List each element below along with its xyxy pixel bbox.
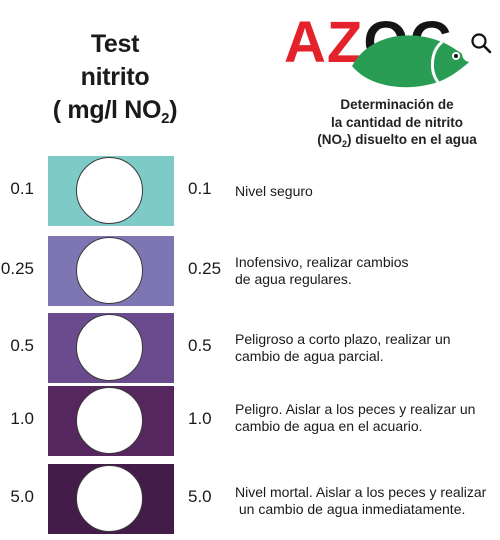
description-line-1: Nivel seguro: [235, 183, 313, 199]
title-line-1: Test: [90, 30, 140, 58]
sample-circle: [76, 237, 143, 304]
level-row-2: 0.5 0.5 Peligroso a corto plazo, realiza…: [0, 313, 500, 383]
level-value-left: 0.1: [10, 179, 34, 198]
level-value-left: 0.5: [10, 336, 34, 355]
fish-icon: [352, 35, 472, 88]
level-row-3: 1.0 1.0 Peligro. Aislar a los peces y re…: [0, 386, 500, 456]
description-line-1: Inofensivo, realizar cambios: [235, 254, 409, 270]
description-line-2: cambio de agua parcial.: [235, 348, 384, 364]
sample-circle: [76, 157, 143, 224]
level-description: Nivel mortal. Aislar a los peces y reali…: [235, 484, 497, 518]
level-value-left: 1.0: [10, 409, 34, 428]
description-line-2: de agua regulares.: [235, 271, 352, 287]
color-swatch: [48, 236, 174, 306]
subtitle-line-3: (NO2) disuelto en el agua: [317, 132, 477, 149]
azoo-logo: AZOC: [284, 10, 500, 88]
description-line-1: Peligroso a corto plazo, realizar un: [235, 331, 451, 347]
level-value-left: 5.0: [10, 487, 34, 506]
level-description: Inofensivo, realizar cambios de agua reg…: [235, 254, 497, 288]
color-swatch: [48, 386, 174, 456]
level-row-4: 5.0 5.0 Nivel mortal. Aislar a los peces…: [0, 464, 500, 534]
level-description: Peligroso a corto plazo, realizar un cam…: [235, 331, 497, 365]
subtitle-line-2: la cantidad de nitrito: [330, 114, 463, 130]
description-line-2: cambio de agua en el acuario.: [235, 418, 423, 434]
level-value-right: 5.0: [188, 487, 212, 506]
level-description: Peligro. Aislar a los peces y realizar u…: [235, 401, 497, 435]
search-icon[interactable]: [462, 24, 500, 62]
description-line-2: un cambio de agua inmediatamente.: [235, 501, 466, 517]
level-row-1: 0.25 0.25 Inofensivo, realizar cambios d…: [0, 236, 500, 306]
level-value-right: 0.1: [188, 179, 212, 198]
sample-circle: [76, 465, 143, 532]
level-value-left: 0.25: [0, 259, 34, 278]
subtitle-line-1: Determinación de: [340, 97, 454, 112]
description-line-1: Peligro. Aislar a los peces y realizar u…: [235, 401, 476, 417]
sample-circle: [76, 314, 143, 381]
title-line-2: nitrito: [80, 63, 150, 91]
color-swatch: [48, 313, 174, 383]
sample-circle: [76, 387, 143, 454]
level-value-right: 0.25: [188, 259, 222, 278]
title-line-3: ( mg/l NO2): [52, 96, 178, 127]
level-value-right: 0.5: [188, 336, 212, 355]
color-swatch: [48, 464, 174, 534]
test-title: Test nitrito ( mg/l NO2): [40, 28, 190, 135]
level-description: Nivel seguro: [235, 183, 497, 200]
level-value-right: 1.0: [188, 409, 212, 428]
level-row-0: 0.1 0.1 Nivel seguro: [0, 156, 500, 226]
subtitle: Determinación de la cantidad de nitrito …: [306, 96, 488, 154]
description-line-1: Nivel mortal. Aislar a los peces y reali…: [235, 484, 487, 500]
color-swatch: [48, 156, 174, 226]
